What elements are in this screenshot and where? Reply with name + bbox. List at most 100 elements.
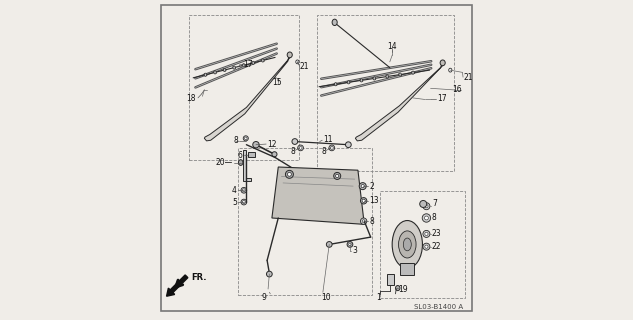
Ellipse shape [399, 73, 401, 76]
Text: 14: 14 [387, 42, 397, 52]
Text: 8: 8 [322, 147, 326, 156]
Text: 12: 12 [267, 140, 277, 148]
Bar [239, 148, 372, 295]
Ellipse shape [360, 197, 367, 204]
Ellipse shape [360, 218, 367, 224]
Bar [400, 263, 415, 275]
Ellipse shape [362, 220, 365, 223]
Ellipse shape [330, 147, 333, 149]
Ellipse shape [359, 183, 367, 190]
Ellipse shape [287, 52, 292, 58]
Text: 8: 8 [234, 136, 239, 145]
Ellipse shape [403, 238, 411, 251]
Ellipse shape [292, 139, 298, 144]
Polygon shape [204, 53, 291, 141]
Ellipse shape [423, 230, 430, 237]
Ellipse shape [425, 216, 429, 220]
Ellipse shape [243, 136, 248, 141]
Text: 18: 18 [187, 94, 196, 103]
Ellipse shape [327, 242, 332, 247]
Ellipse shape [253, 141, 259, 148]
Text: 11: 11 [323, 135, 332, 144]
Ellipse shape [252, 61, 254, 64]
Text: 21: 21 [300, 62, 310, 71]
Text: 3: 3 [352, 246, 357, 255]
Text: FR.: FR. [192, 273, 207, 282]
Ellipse shape [425, 245, 428, 248]
Ellipse shape [242, 64, 245, 67]
Text: 13: 13 [369, 196, 379, 205]
Polygon shape [272, 167, 365, 224]
Ellipse shape [425, 204, 428, 208]
Ellipse shape [241, 199, 247, 205]
Ellipse shape [423, 203, 430, 210]
Text: 6: 6 [238, 151, 242, 160]
Ellipse shape [214, 71, 216, 74]
Ellipse shape [411, 71, 414, 74]
Ellipse shape [329, 145, 335, 151]
Ellipse shape [346, 142, 351, 148]
Ellipse shape [239, 160, 243, 165]
Text: 17: 17 [437, 94, 446, 103]
Text: 1: 1 [376, 293, 381, 302]
Ellipse shape [287, 172, 291, 176]
Ellipse shape [261, 59, 264, 62]
Text: 9: 9 [261, 293, 266, 302]
Text: 4: 4 [232, 186, 237, 195]
Ellipse shape [223, 68, 226, 72]
Ellipse shape [348, 81, 350, 84]
Text: SL03-B1400 A: SL03-B1400 A [414, 304, 463, 310]
Text: 16: 16 [452, 85, 461, 94]
Ellipse shape [425, 232, 428, 236]
Ellipse shape [332, 19, 337, 26]
Bar [248, 152, 255, 157]
Ellipse shape [386, 75, 389, 78]
Text: 8: 8 [432, 213, 437, 222]
Ellipse shape [360, 79, 363, 82]
Text: 10: 10 [322, 293, 331, 302]
Text: 2: 2 [369, 182, 374, 191]
Text: 5: 5 [232, 197, 237, 206]
Ellipse shape [242, 201, 246, 204]
Bar [316, 15, 453, 171]
Ellipse shape [373, 77, 375, 80]
Text: 21: 21 [463, 73, 473, 82]
Ellipse shape [285, 170, 294, 178]
Ellipse shape [298, 145, 303, 151]
Ellipse shape [420, 200, 427, 207]
Ellipse shape [335, 174, 339, 178]
Ellipse shape [347, 242, 353, 247]
Text: 20—: 20— [216, 158, 233, 167]
Ellipse shape [241, 188, 247, 193]
Ellipse shape [361, 185, 365, 188]
Ellipse shape [399, 231, 416, 258]
Polygon shape [355, 61, 444, 141]
Text: 17: 17 [243, 60, 253, 69]
Ellipse shape [334, 172, 341, 180]
Ellipse shape [449, 68, 452, 72]
Polygon shape [242, 150, 251, 181]
Ellipse shape [244, 137, 247, 140]
Text: 19: 19 [399, 284, 408, 293]
Ellipse shape [296, 60, 299, 64]
Ellipse shape [362, 199, 365, 202]
Ellipse shape [349, 243, 351, 246]
Bar [387, 274, 394, 285]
Ellipse shape [334, 83, 337, 86]
Ellipse shape [423, 243, 430, 250]
Ellipse shape [233, 66, 235, 69]
Ellipse shape [299, 147, 302, 149]
Ellipse shape [242, 189, 246, 192]
Text: 15: 15 [272, 78, 282, 87]
Bar [380, 191, 465, 298]
Ellipse shape [266, 271, 272, 277]
Ellipse shape [440, 60, 445, 66]
Ellipse shape [396, 285, 400, 291]
Ellipse shape [272, 152, 277, 157]
Bar [189, 15, 299, 160]
Ellipse shape [204, 73, 207, 76]
Text: 23: 23 [432, 229, 441, 238]
Ellipse shape [392, 220, 422, 268]
Text: 8: 8 [290, 147, 295, 156]
Text: 8: 8 [369, 217, 374, 226]
